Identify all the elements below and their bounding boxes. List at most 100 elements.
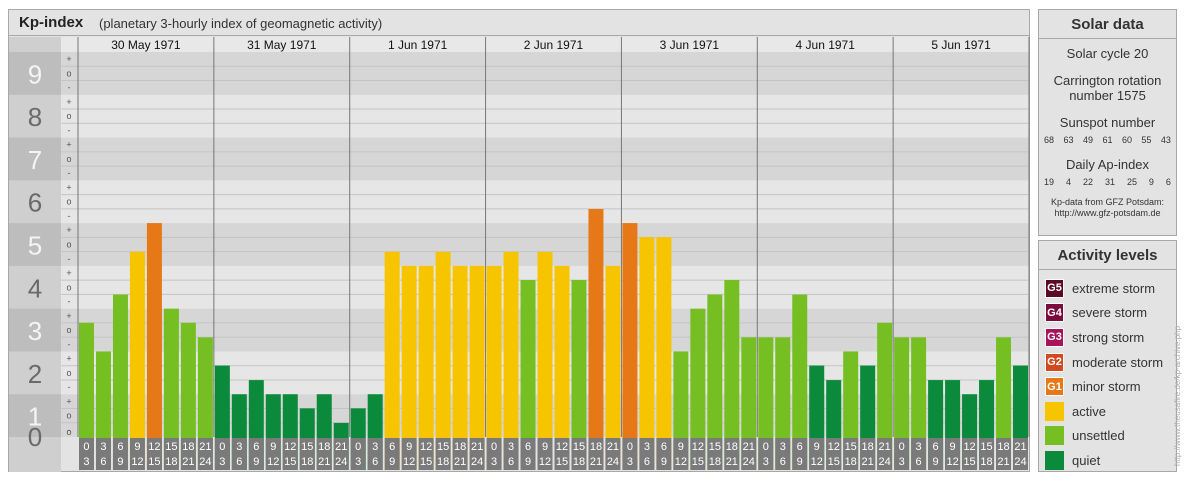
interval-start-label: 21 <box>879 441 891 453</box>
sunspot-number-0: 68 <box>1044 135 1055 145</box>
interval-cell <box>758 438 774 470</box>
interval-end-label: 9 <box>117 456 123 468</box>
carrington-line-2: number 1575 <box>1069 88 1146 103</box>
minor-tick-label: o <box>66 427 71 437</box>
interval-start-label: 12 <box>556 441 568 453</box>
y-tick-label: 5 <box>28 231 42 261</box>
legend-label: extreme storm <box>1072 280 1156 296</box>
interval-end-label: 21 <box>182 456 194 468</box>
legend-swatch: G1 <box>1045 377 1064 397</box>
interval-start-label: 9 <box>950 441 956 453</box>
kp-bar <box>197 337 213 470</box>
interval-start-label: 12 <box>963 441 975 453</box>
interval-cell <box>333 438 349 470</box>
minor-tick-label: o <box>66 282 71 292</box>
interval-end-label: 18 <box>165 456 177 468</box>
minor-tick-label: o <box>66 197 71 207</box>
interval-end-label: 15 <box>420 456 432 468</box>
minor-tick-label: + <box>66 140 71 150</box>
interval-end-label: 6 <box>236 456 242 468</box>
interval-end-label: 9 <box>797 456 803 468</box>
kp-bar <box>520 280 536 470</box>
interval-end-label: 3 <box>83 456 89 468</box>
minor-tick-label: + <box>66 182 71 192</box>
minor-tick-label: - <box>68 211 71 221</box>
minor-tick-label: + <box>66 354 71 364</box>
interval-end-label: 15 <box>828 456 840 468</box>
interval-cell <box>248 438 264 470</box>
sunspot-number-5: 55 <box>1141 135 1152 145</box>
interval-end-label: 6 <box>100 456 106 468</box>
interval-start-label: 0 <box>491 441 497 453</box>
chart-title: Kp-index <box>19 14 84 31</box>
interval-end-label: 24 <box>879 456 891 468</box>
interval-cell <box>129 438 145 470</box>
interval-start-label: 12 <box>284 441 296 453</box>
interval-start-label: 3 <box>780 441 786 453</box>
kp-bar <box>622 223 638 470</box>
sunspot-number-3: 61 <box>1102 135 1113 145</box>
interval-end-label: 9 <box>389 456 395 468</box>
chart-header: Kp-index (planetary 3-hourly index of ge… <box>9 10 1029 36</box>
interval-start-label: 6 <box>933 441 939 453</box>
interval-cell <box>588 438 604 470</box>
interval-start-label: 21 <box>199 441 211 453</box>
interval-end-label: 18 <box>573 456 585 468</box>
activity-levels-panel: Activity levels G5 extreme storm G4 severe … <box>1038 240 1177 472</box>
interval-end-label: 3 <box>899 456 905 468</box>
interval-start-label: 9 <box>270 441 276 453</box>
interval-end-label: 12 <box>131 456 143 468</box>
interval-cell <box>384 438 400 470</box>
interval-start-label: 12 <box>148 441 160 453</box>
interval-start-label: 15 <box>301 441 313 453</box>
interval-cell <box>707 438 723 470</box>
credit-text: http://www.theusafire.de/kp-archive.php <box>1173 325 1182 466</box>
interval-end-label: 15 <box>963 456 975 468</box>
interval-start-label: 18 <box>182 441 194 453</box>
sunspot-numbers: 68 63 49 61 60 55 43 <box>1039 135 1176 145</box>
interval-cell <box>469 438 485 470</box>
kp-bar <box>146 223 162 470</box>
ap-value-6: 6 <box>1165 177 1171 187</box>
interval-end-label: 12 <box>811 456 823 468</box>
kp-bar <box>792 294 808 470</box>
interval-cell <box>265 438 281 470</box>
interval-end-label: 24 <box>199 456 211 468</box>
interval-end-label: 12 <box>539 456 551 468</box>
interval-cell <box>945 438 961 470</box>
interval-end-label: 6 <box>780 456 786 468</box>
kp-bar <box>656 237 672 470</box>
interval-end-label: 18 <box>301 456 313 468</box>
minor-tick-label: o <box>66 154 71 164</box>
interval-cell <box>792 438 808 470</box>
y-tick-label: 6 <box>28 188 42 218</box>
interval-start-label: 3 <box>508 441 514 453</box>
legend-swatch: G4 <box>1045 303 1064 323</box>
interval-cell <box>452 438 468 470</box>
interval-start-label: 21 <box>743 441 755 453</box>
interval-end-label: 9 <box>525 456 531 468</box>
minor-tick-label: - <box>68 125 71 135</box>
minor-tick-label: - <box>68 168 71 178</box>
interval-cell <box>877 438 893 470</box>
activity-levels-list: G5 extreme storm G4 severe storm G3 strong st… <box>1039 270 1176 473</box>
minor-tick-label: - <box>68 339 71 349</box>
minor-tick-label: + <box>66 225 71 235</box>
source-line-2: http://www.gfz-potsdam.de <box>1054 208 1161 218</box>
day-label: 31 May 1971 <box>247 38 317 52</box>
minor-tick-label: o <box>66 368 71 378</box>
legend-label: moderate storm <box>1072 354 1164 370</box>
legend-swatch <box>1045 450 1064 470</box>
interval-cell <box>826 438 842 470</box>
minor-tick-label: + <box>66 396 71 406</box>
ap-value-0: 19 <box>1044 177 1055 187</box>
interval-start-label: 12 <box>692 441 704 453</box>
interval-end-label: 6 <box>644 456 650 468</box>
interval-end-label: 12 <box>675 456 687 468</box>
kp-bar <box>503 251 519 470</box>
interval-end-label: 15 <box>284 456 296 468</box>
minor-tick-label: o <box>66 411 71 421</box>
kp-bar <box>724 280 740 470</box>
interval-start-label: 6 <box>253 441 259 453</box>
legend-label: quiet <box>1072 452 1101 468</box>
